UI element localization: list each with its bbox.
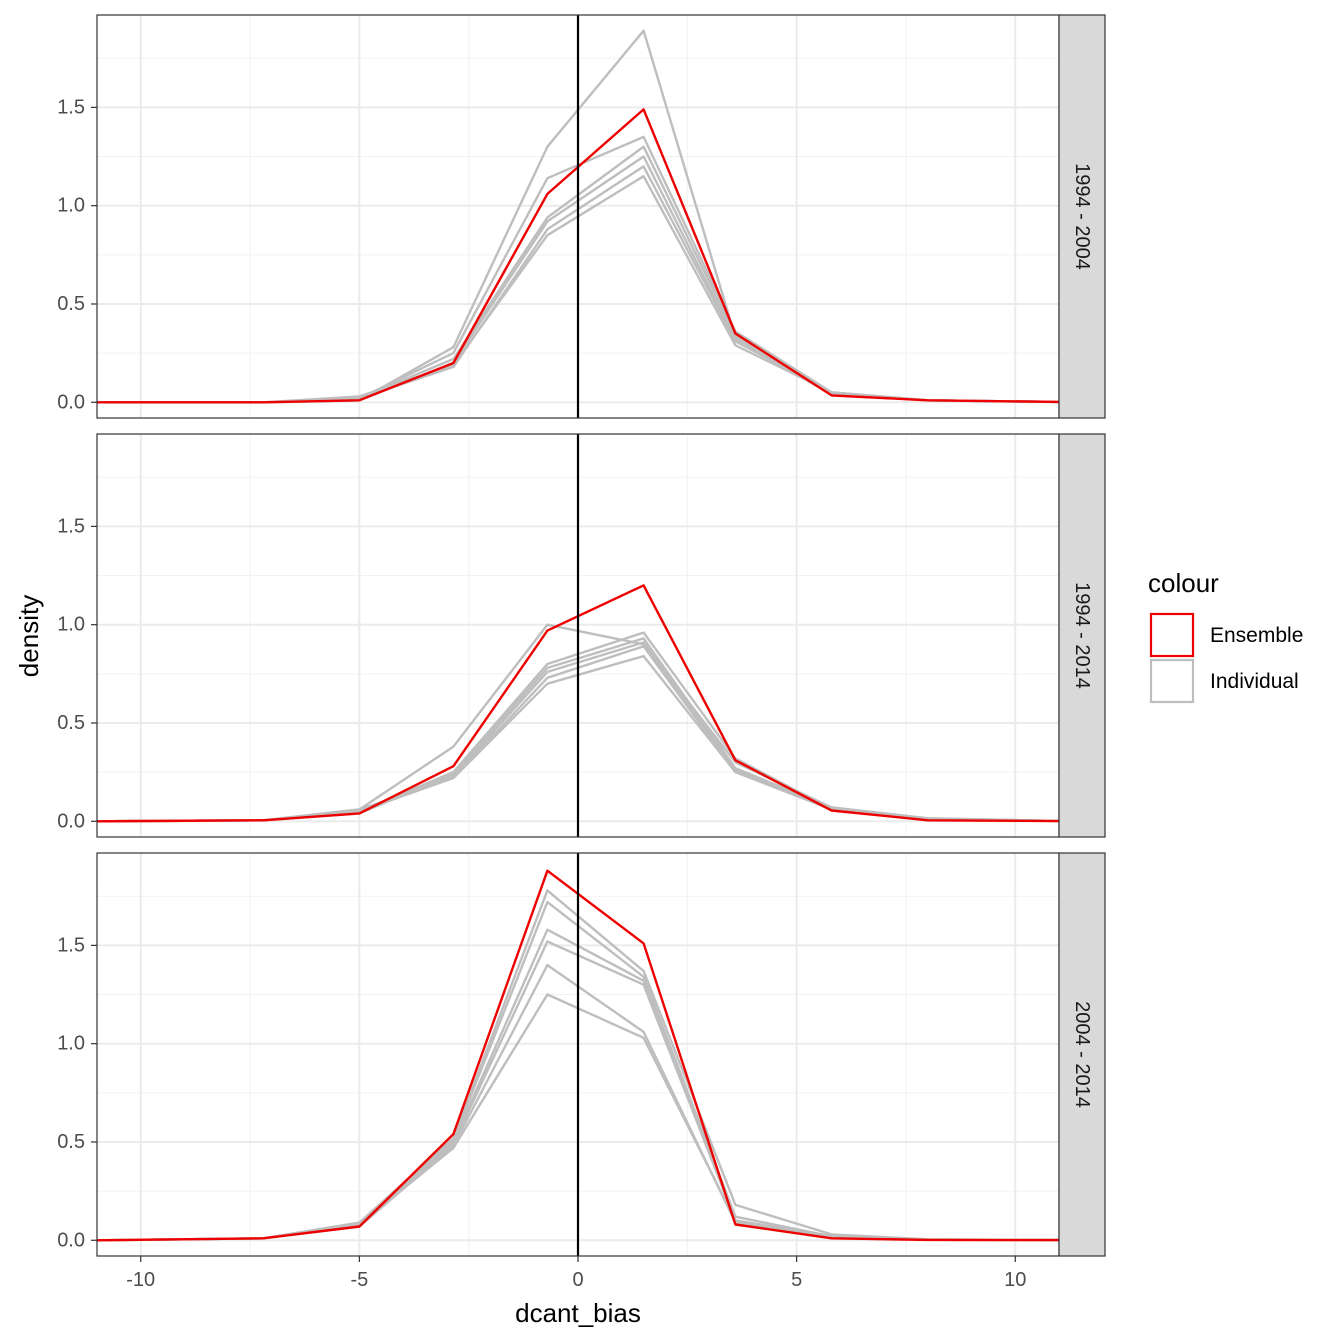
y-tick-label: 1.5 — [57, 934, 85, 956]
legend: colour Ensemble Individual — [1148, 568, 1303, 704]
legend-label-ensemble: Ensemble — [1210, 624, 1303, 647]
y-tick-label: 1.0 — [57, 195, 85, 217]
ensemble-line — [96, 584, 1060, 823]
y-tick-label: 0.0 — [57, 1229, 85, 1251]
facet-strip-label: 1994 - 2014 — [1071, 582, 1093, 689]
y-tick-label: 1.5 — [57, 515, 85, 537]
ensemble-line — [97, 108, 1060, 404]
x-tick-label: -10 — [126, 1269, 155, 1291]
individual-line-6 — [97, 174, 1060, 404]
legend-label-individual: Individual — [1210, 670, 1299, 693]
facet-strip-label: 1994 - 2004 — [1071, 163, 1093, 270]
legend-key-individual — [1149, 658, 1195, 704]
x-axis: -10 -5 0 5 10 — [126, 1256, 1026, 1291]
facet-strip-label: 2004 - 2014 — [1071, 1001, 1093, 1108]
y-tick-label: 0.5 — [57, 1131, 85, 1153]
facet-strip — [1058, 14, 1106, 419]
panel-2: 1994 - 2014 0.0 0.5 1.0 1.5 — [57, 433, 1106, 838]
facet-strip — [1058, 433, 1106, 838]
y-tick-label: 1.5 — [57, 96, 85, 118]
y-axis-title: density — [14, 595, 44, 677]
y-tick-label: 1.0 — [57, 1033, 85, 1055]
x-tick-label: 0 — [572, 1269, 583, 1291]
x-axis-title: dcant_bias — [515, 1298, 641, 1328]
facet-strip — [1058, 852, 1106, 1257]
x-tick-label: -5 — [350, 1269, 368, 1291]
legend-title: colour — [1148, 568, 1219, 598]
facet-panels: 1994 - 2004 0.0 0.5 1.0 1.5 1994 - 2014 0.0 0.5… — [57, 14, 1106, 1257]
ensemble-line — [96, 869, 1060, 1242]
y-tick-label: 0.5 — [57, 293, 85, 315]
legend-key-ensemble — [1149, 612, 1195, 658]
panel-1: 1994 - 2004 0.0 0.5 1.0 1.5 — [57, 14, 1106, 419]
x-tick-label: 10 — [1004, 1269, 1026, 1291]
y-tick-label: 0.0 — [57, 810, 85, 832]
panel-3: 2004 - 2014 0.0 0.5 1.0 1.5 — [57, 852, 1106, 1257]
y-tick-label: 0.0 — [57, 391, 85, 413]
y-tick-label: 1.0 — [57, 614, 85, 636]
x-tick-label: 5 — [791, 1269, 802, 1291]
y-tick-label: 0.5 — [57, 712, 85, 734]
